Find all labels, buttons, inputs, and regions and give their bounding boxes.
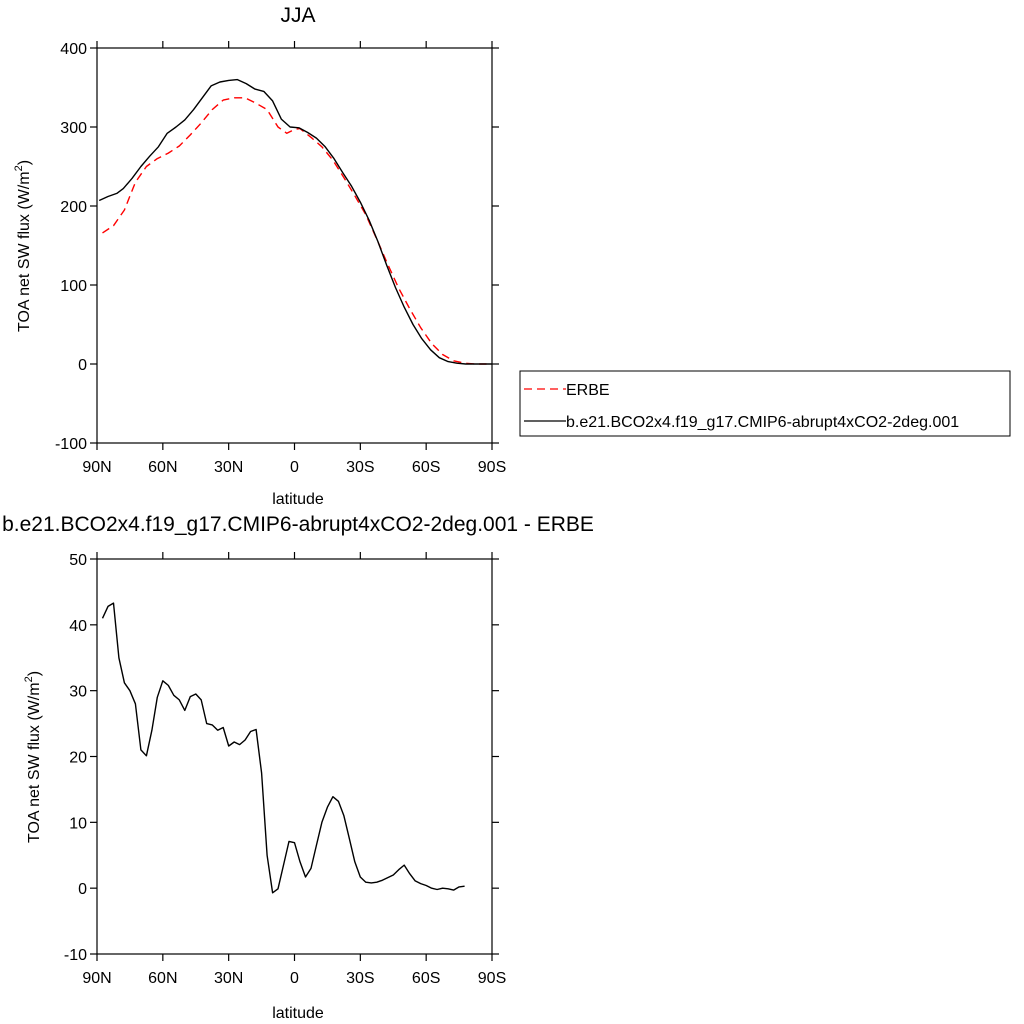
- top-y-tick-label: 100: [60, 278, 87, 295]
- top-ticks: -100 0 100 200 300 400 90N 60N 30N 0 30S 60S 90S: [55, 41, 506, 476]
- bottom-x-tick-label: 90S: [478, 970, 506, 987]
- bottom-title: b.e21.BCO2x4.f19_g17.CMIP6-abrupt4xCO2-2…: [2, 513, 594, 536]
- bottom-y-axis-label: TOA net SW flux (W/m2): [23, 671, 43, 843]
- top-x-tick-label: 30S: [346, 459, 374, 476]
- top-x-tick-label: 0: [290, 459, 299, 476]
- legend-box: [519, 370, 1011, 437]
- top-plot-frame: [96, 47, 493, 444]
- top-series-line-0: [102, 97, 487, 365]
- bottom-series-line-0: [101, 602, 465, 894]
- legend-label-model: b.e21.BCO2x4.f19_g17.CMIP6-abrupt4xCO2-2…: [566, 414, 959, 431]
- bottom-y-tick-label: 30: [69, 684, 87, 701]
- bottom-y-tick-label: 0: [78, 881, 87, 898]
- top-y-tick-label: 400: [60, 41, 87, 58]
- bottom-y-axis-label-sup: 2: [23, 676, 35, 682]
- top-title: JJA: [280, 4, 315, 27]
- top-y-axis-label-sup: 2: [13, 165, 25, 171]
- top-panel: JJA -100 0 100 200 300 400 90N 60N 30N 0 30S 60S 90S…: [13, 4, 506, 508]
- bottom-y-tick-label: 10: [69, 815, 87, 832]
- top-x-tick-label: 60N: [148, 459, 177, 476]
- bottom-ticks: -10 0 10 20 30 40 50 90N 60N 30N 0 30S 60S 90S: [64, 552, 506, 987]
- top-series-line-1: [98, 78, 492, 365]
- top-y-tick-label: -100: [55, 436, 87, 453]
- top-y-axis-label-main: TOA net SW flux (W/m: [16, 171, 33, 332]
- bottom-x-tick-label: 60S: [412, 970, 440, 987]
- top-y-tick-label: 200: [60, 199, 87, 216]
- bottom-x-tick-label: 30S: [346, 970, 374, 987]
- top-series: [98, 78, 492, 365]
- bottom-y-tick-label: -10: [64, 947, 87, 964]
- top-y-axis-label-end: ): [16, 160, 33, 165]
- bottom-x-tick-label: 60N: [148, 970, 177, 987]
- bottom-y-tick-label: 50: [69, 552, 87, 569]
- top-y-tick-label: 300: [60, 120, 87, 137]
- bottom-plot-frame: [96, 558, 493, 955]
- bottom-y-tick-label: 40: [69, 618, 87, 635]
- top-x-tick-label: 90S: [478, 459, 506, 476]
- bottom-x-tick-label: 0: [290, 970, 299, 987]
- top-x-tick-label: 90N: [82, 459, 111, 476]
- bottom-series: [101, 602, 465, 894]
- top-x-tick-label: 30N: [214, 459, 243, 476]
- top-x-tick-label: 60S: [412, 459, 440, 476]
- legend-label-erbe: ERBE: [566, 382, 610, 399]
- bottom-panel: b.e21.BCO2x4.f19_g17.CMIP6-abrupt4xCO2-2…: [2, 513, 594, 1022]
- bottom-y-axis-label-main: TOA net SW flux (W/m: [26, 682, 43, 843]
- bottom-x-axis-label: latitude: [272, 1005, 324, 1022]
- top-y-axis-label: TOA net SW flux (W/m2): [13, 160, 33, 332]
- bottom-y-tick-label: 20: [69, 750, 87, 767]
- bottom-x-tick-label: 90N: [82, 970, 111, 987]
- bottom-x-tick-label: 30N: [214, 970, 243, 987]
- top-y-tick-label: 0: [78, 357, 87, 374]
- bottom-y-axis-label-end: ): [26, 671, 43, 676]
- legend: ERBE b.e21.BCO2x4.f19_g17.CMIP6-abrupt4x…: [519, 370, 1011, 437]
- top-x-axis-label: latitude: [272, 491, 324, 508]
